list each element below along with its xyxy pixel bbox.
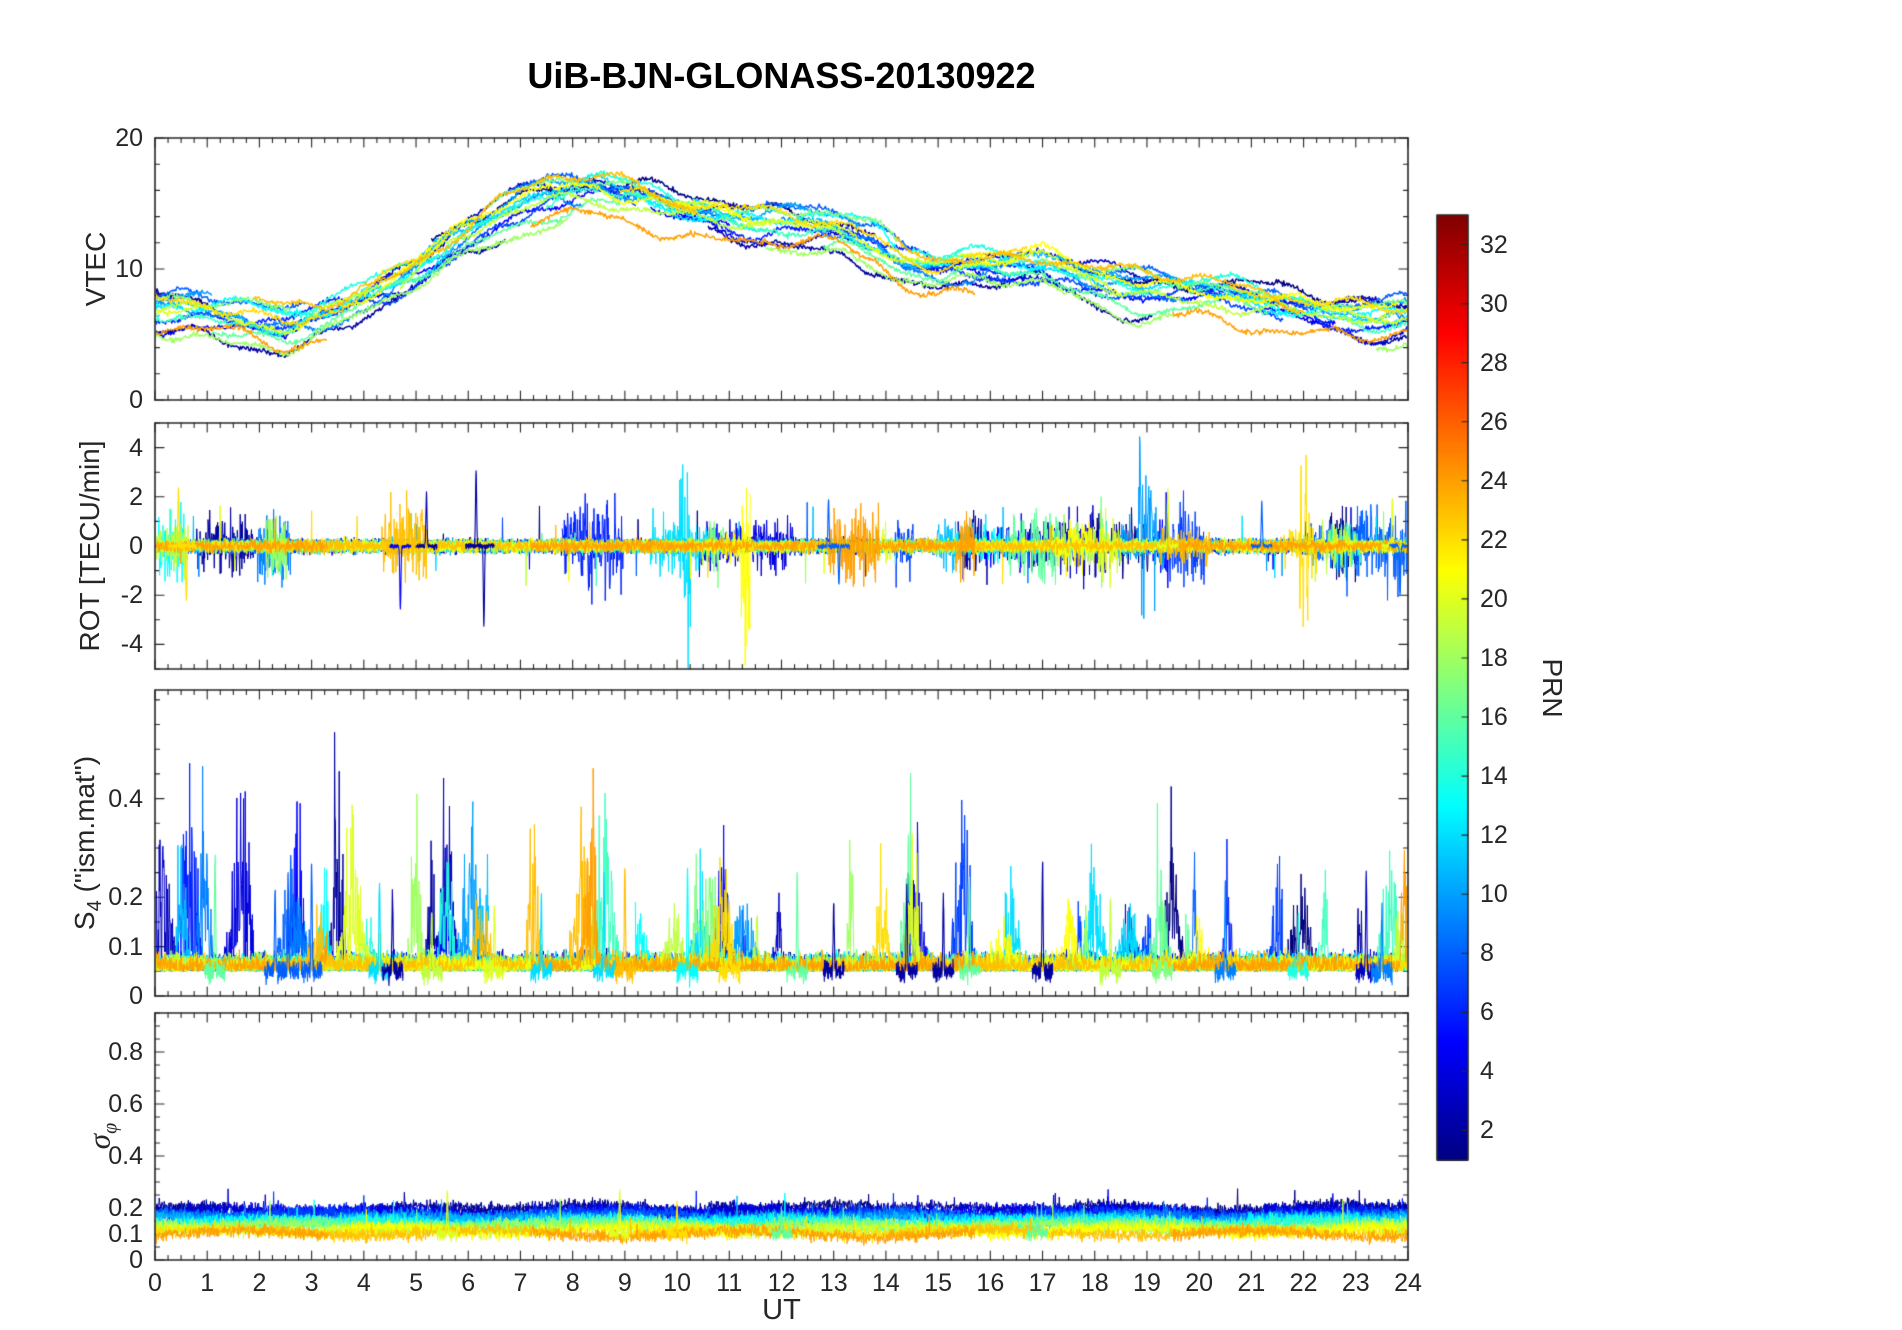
- x-tick-label: 18: [1080, 1269, 1109, 1297]
- colorbar-tick-label: 30: [1480, 289, 1508, 318]
- colorbar-tick-label: 26: [1480, 407, 1508, 436]
- colorbar-tick-label: 18: [1480, 643, 1508, 672]
- y-tick-label: 10: [115, 255, 143, 283]
- y-tick-label: 0.4: [108, 1142, 143, 1170]
- y-axis-label-s4-rest: ("ism.mat"): [69, 755, 101, 901]
- x-tick-label: 4: [356, 1269, 371, 1297]
- y-tick-label: 0: [129, 386, 143, 414]
- colorbar-tick-label: 8: [1480, 939, 1494, 968]
- x-tick-label: 17: [1028, 1269, 1057, 1297]
- y-tick-label: -4: [120, 630, 143, 659]
- colorbar-tick-label: 6: [1480, 998, 1494, 1027]
- colorbar-tick-label: 2: [1480, 1116, 1494, 1145]
- x-tick-label: 15: [924, 1269, 953, 1297]
- x-tick-label: 24: [1394, 1269, 1422, 1297]
- y-tick-label: 4: [129, 433, 143, 462]
- x-tick-label: 10: [663, 1269, 691, 1297]
- y-tick-label: 2: [129, 482, 143, 511]
- x-tick-label: 20: [1185, 1269, 1214, 1297]
- x-tick-label: 13: [819, 1269, 848, 1297]
- colorbar-tick-label: 32: [1480, 230, 1508, 259]
- x-tick-label: 0: [148, 1269, 162, 1297]
- x-tick-label: 19: [1133, 1269, 1161, 1297]
- x-tick-label: 2: [252, 1269, 267, 1297]
- x-axis-label: UT: [762, 1294, 801, 1326]
- y-tick-label: 0.2: [108, 883, 143, 912]
- figure-title: UiB-BJN-GLONASS-20130922: [527, 55, 1036, 96]
- y-tick-label: 0.1: [108, 932, 143, 961]
- y-tick-label: 0: [129, 1246, 143, 1274]
- y-tick-label: 0.8: [108, 1038, 143, 1066]
- y-axis-label-s4-main: S: [69, 911, 101, 931]
- colorbar-tick-label: 28: [1480, 348, 1508, 377]
- y-tick-label: 0.1: [108, 1220, 143, 1248]
- y-tick-label: 0.4: [108, 784, 143, 813]
- y-tick-label: 0: [129, 532, 143, 560]
- y-tick-label: 20: [115, 124, 143, 152]
- y-tick-label: 0.6: [108, 1090, 143, 1118]
- x-tick-label: 21: [1237, 1269, 1266, 1297]
- colorbar-label: PRN: [1537, 658, 1568, 718]
- x-tick-label: 6: [461, 1269, 476, 1297]
- x-tick-label: 5: [409, 1269, 423, 1297]
- x-tick-label: 16: [976, 1269, 1005, 1297]
- x-tick-label: 9: [617, 1269, 632, 1297]
- colorbar-tick-label: 12: [1480, 821, 1508, 850]
- x-tick-label: 8: [565, 1269, 580, 1297]
- y-tick-label: 0.2: [108, 1194, 143, 1222]
- colorbar-tick-label: 10: [1480, 880, 1508, 909]
- colorbar-tick-label: 4: [1480, 1057, 1494, 1086]
- x-tick-label: 14: [872, 1269, 900, 1297]
- x-tick-label: 7: [513, 1269, 528, 1297]
- y-tick-label: -2: [120, 581, 143, 610]
- x-tick-label: 1: [200, 1269, 215, 1297]
- x-tick-label: 11: [716, 1269, 743, 1297]
- x-tick-label: 23: [1341, 1269, 1370, 1297]
- x-tick-label: 3: [304, 1269, 319, 1297]
- y-tick-label: 0: [129, 982, 143, 1010]
- x-tick-label: 12: [767, 1269, 796, 1297]
- colorbar-tick-label: 24: [1480, 466, 1508, 495]
- colorbar-tick-label: 14: [1480, 762, 1508, 791]
- colorbar-tick-label: 16: [1480, 703, 1508, 732]
- y-axis-label-sigma-sub: φ: [99, 1122, 122, 1134]
- colorbar-tick-label: 20: [1480, 584, 1508, 613]
- x-tick-label: 22: [1289, 1269, 1318, 1297]
- colorbar-tick-label: 22: [1480, 525, 1508, 554]
